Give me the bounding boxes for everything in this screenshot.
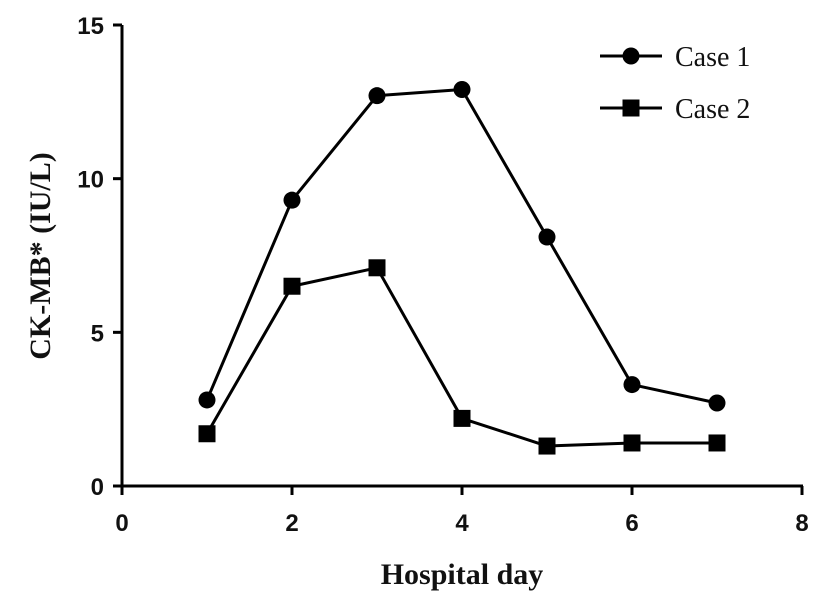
x-tick-label-4: 4 (455, 510, 469, 537)
legend-label-1: Case 1 (675, 42, 750, 73)
series-1 (198, 81, 726, 412)
series-2-point-6 (623, 434, 641, 452)
legend-marker-circle (622, 47, 640, 65)
y-tick-label-15: 15 (77, 13, 104, 40)
legend-label-2: Case 2 (675, 94, 750, 125)
axes: 0 2 4 6 8 0 5 10 15 (77, 13, 808, 537)
series-1-point-6 (623, 376, 641, 394)
series-1-point-7 (708, 394, 726, 412)
series-1-point-2 (283, 191, 301, 209)
y-axis-title: CK-MB* (IU/L) (24, 152, 57, 359)
series-1-line (205, 88, 718, 405)
legend: Case 1 Case 2 (600, 42, 750, 125)
series-2-point-5 (538, 437, 556, 455)
series-2-point-2 (283, 277, 301, 295)
y-tick-label-0: 0 (91, 474, 104, 501)
x-tick-label-8: 8 (795, 510, 808, 537)
x-axis-title: Hospital day (381, 558, 544, 591)
x-tick-label-2: 2 (285, 510, 298, 537)
series-2-point-3 (368, 259, 386, 277)
series-2-point-7 (708, 434, 726, 452)
series-1-point-5 (538, 228, 556, 246)
x-tick-label-6: 6 (625, 510, 638, 537)
x-tick-label-0: 0 (115, 510, 128, 537)
series-layer (198, 81, 726, 455)
series-2 (198, 259, 726, 455)
series-1-point-3 (368, 87, 386, 105)
legend-item-1: Case 1 (600, 42, 750, 73)
legend-marker-square (622, 99, 640, 117)
y-tick-label-5: 5 (91, 320, 104, 347)
legend-item-2: Case 2 (600, 94, 750, 125)
y-tick-label-10: 10 (77, 167, 104, 194)
series-1-point-1 (198, 391, 216, 409)
series-1-point-4 (453, 81, 471, 99)
series-2-point-1 (198, 425, 216, 443)
series-2-point-4 (453, 409, 471, 427)
